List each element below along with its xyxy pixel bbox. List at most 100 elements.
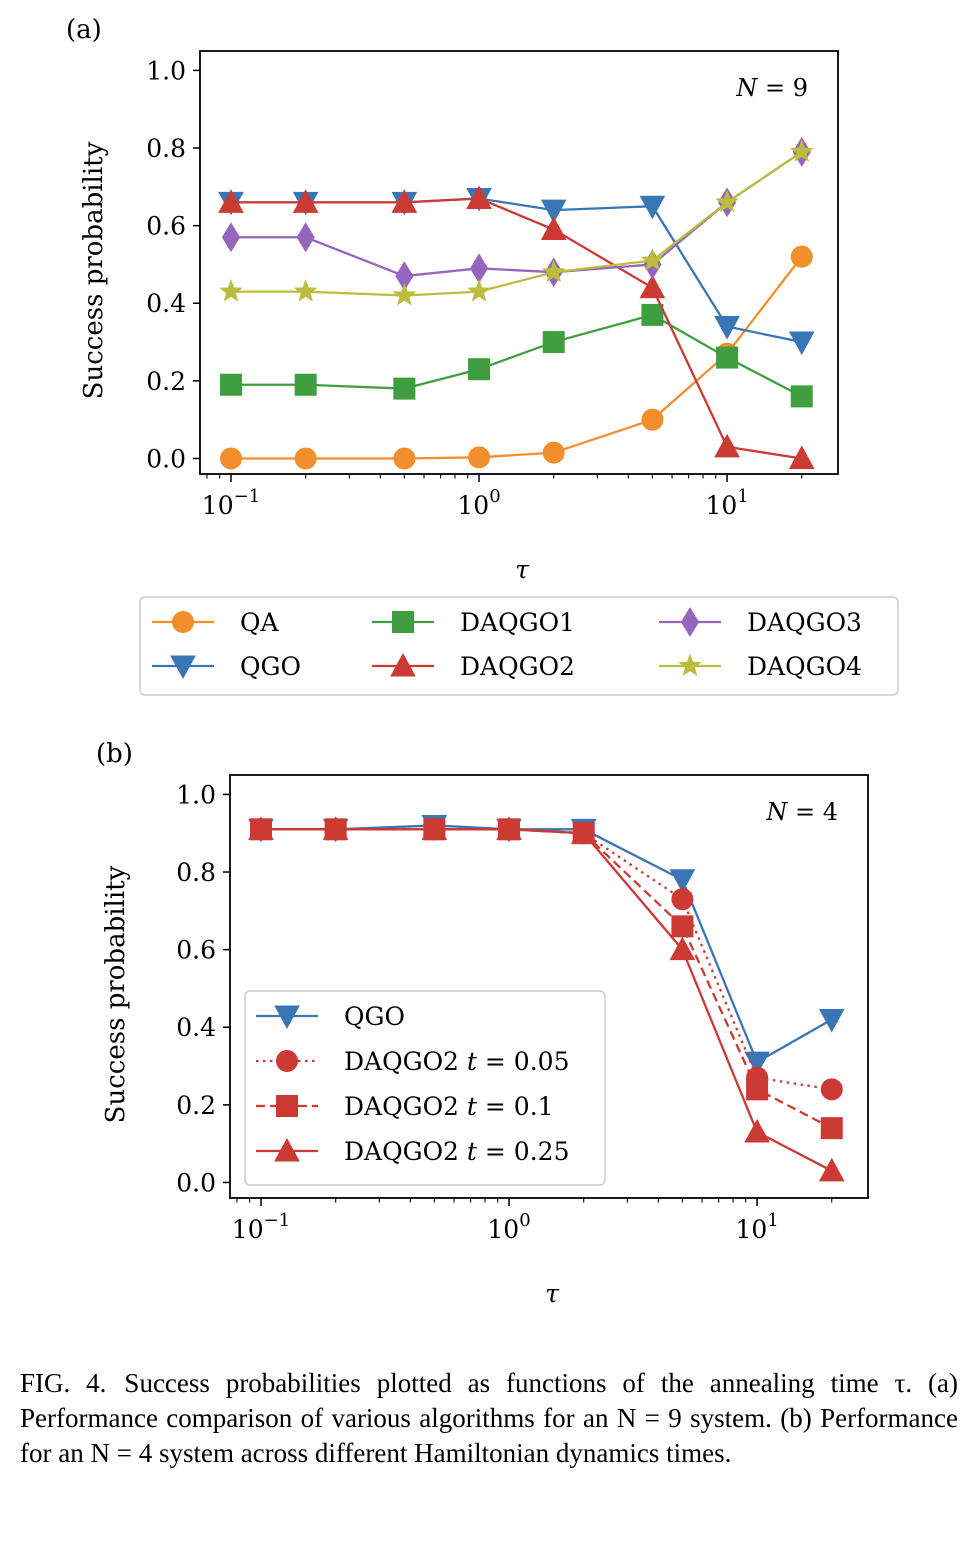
series-line xyxy=(230,197,802,460)
legend-entry-daqgo2: DAQGO2 xyxy=(372,652,575,681)
data-point xyxy=(639,195,666,220)
data-point xyxy=(640,248,665,271)
caption-label: FIG. 4. xyxy=(20,1368,107,1398)
data-point xyxy=(467,279,491,302)
data-point xyxy=(744,1051,770,1076)
data-point xyxy=(392,283,417,306)
series-daqgo4 xyxy=(219,139,814,306)
figure-canvas: 0.0 0.2 0.4 0.6 0.8 1.0 10−1 100 101 Success prob… xyxy=(66,15,899,1308)
panel-label: (b) xyxy=(96,739,133,769)
legend-entry-daqgo1: DAQGO1 xyxy=(372,608,575,637)
data-point xyxy=(219,447,242,470)
figure-caption: FIG. 4. Success probabilities plotted as … xyxy=(20,1366,958,1471)
y-tick-label: 0.8 xyxy=(146,134,186,163)
data-point xyxy=(820,1078,843,1101)
x-tick-label: 101 xyxy=(705,486,748,520)
data-point xyxy=(468,446,491,469)
data-point xyxy=(746,1078,769,1101)
x-tick-label: 10−1 xyxy=(232,1210,290,1244)
x-tick-label: 100 xyxy=(487,1210,530,1244)
data-point xyxy=(671,888,694,911)
data-point xyxy=(790,385,813,408)
legend-b: QGO DAQGO2 t = 0.05 DAQGO2 t = 0.1 DAQGO2 t… xyxy=(244,990,606,1186)
legend-marker xyxy=(390,652,416,677)
data-point xyxy=(468,358,491,381)
data-point xyxy=(789,139,814,162)
series-line xyxy=(230,150,803,297)
y-tick-label: 0.2 xyxy=(146,367,186,396)
legend-label: QGO xyxy=(344,1002,405,1031)
data-point xyxy=(788,331,815,356)
series-daqgo2 xyxy=(218,185,815,469)
y-tick-label: 0.2 xyxy=(176,1091,216,1120)
system-size-annotation: N = 9 xyxy=(735,74,808,102)
legend-label: DAQGO2 xyxy=(460,652,575,681)
legend-label: DAQGO2 t = 0.1 xyxy=(344,1092,554,1121)
legend-entry-qa: QA xyxy=(152,608,279,637)
data-point xyxy=(540,216,567,241)
legend-marker xyxy=(172,611,194,633)
data-point xyxy=(391,189,418,213)
data-point xyxy=(219,279,243,302)
y-tick-label: 0.6 xyxy=(176,936,216,965)
data-point xyxy=(641,408,664,431)
data-point xyxy=(715,189,739,213)
series-line xyxy=(260,828,833,1172)
x-tick-label: 100 xyxy=(457,486,500,520)
data-point xyxy=(540,199,567,224)
x-tick-label: 101 xyxy=(735,1210,778,1244)
data-point xyxy=(570,820,597,844)
data-point xyxy=(714,316,740,340)
legend-label: DAQGO4 xyxy=(747,652,862,681)
legend-marker xyxy=(678,653,702,677)
legend-entry-daqgo3: DAQGO3 xyxy=(659,607,862,637)
legend-marker xyxy=(392,611,414,633)
legend-marker xyxy=(274,1005,300,1030)
data-point xyxy=(218,189,244,213)
data-point xyxy=(421,816,448,840)
legend-box xyxy=(244,990,606,1186)
legend-marker xyxy=(276,1050,298,1072)
data-point xyxy=(639,274,666,299)
y-tick-label: 0.4 xyxy=(176,1013,216,1042)
y-axis-label: Success probability xyxy=(101,865,131,1123)
data-point xyxy=(790,245,813,268)
system-size-annotation: N = 4 xyxy=(765,798,838,826)
y-tick-label: 0.4 xyxy=(146,289,186,318)
data-point xyxy=(469,253,489,284)
data-point xyxy=(293,279,318,302)
legend-label: QA xyxy=(240,608,279,637)
data-point xyxy=(714,433,740,458)
legend-marker xyxy=(274,1137,300,1162)
data-point xyxy=(296,222,315,253)
panel-label: (a) xyxy=(66,15,102,45)
series-daqgo2-t-0-25 xyxy=(248,816,845,1182)
legend-entry-daqgo2-t-0-1: DAQGO2 t = 0.1 xyxy=(256,1092,554,1121)
y-tick-label: 0.6 xyxy=(146,212,186,241)
series-daqgo1 xyxy=(219,303,813,408)
series-line xyxy=(230,313,803,398)
data-point xyxy=(542,331,565,354)
data-point xyxy=(542,441,565,464)
legend-label: DAQGO2 t = 0.25 xyxy=(344,1137,569,1166)
data-point xyxy=(292,189,319,213)
legend-label: DAQGO1 xyxy=(460,608,575,637)
legend-entry-daqgo2-t-0-05: DAQGO2 t = 0.05 xyxy=(256,1047,569,1076)
data-point xyxy=(221,222,241,253)
data-point xyxy=(393,377,416,400)
chart-panel-b: 0.0 0.2 0.4 0.6 0.8 1.0 10−1 100 101 Success prob… xyxy=(96,739,869,1308)
series-line xyxy=(230,255,803,460)
y-tick-label: 0.8 xyxy=(176,858,216,887)
legend-entry-qgo: QGO xyxy=(256,1002,405,1031)
data-point xyxy=(818,1008,845,1033)
legend-label: QGO xyxy=(240,652,301,681)
y-tick-label: 0.0 xyxy=(146,444,186,473)
plot-frame xyxy=(229,774,869,1199)
data-point xyxy=(716,346,739,369)
data-point xyxy=(669,869,696,893)
data-point xyxy=(248,816,274,840)
y-axis-label: Success probability xyxy=(79,141,109,399)
caption-text: Success probabilities plotted as functio… xyxy=(20,1368,958,1468)
x-axis-label: τ xyxy=(515,555,530,584)
data-point xyxy=(641,303,664,326)
